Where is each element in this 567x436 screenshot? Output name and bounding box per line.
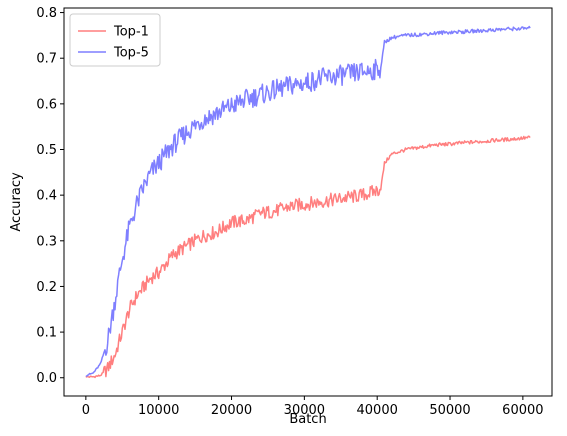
series-line-top-5 xyxy=(85,25,531,378)
x-tick-label: 60000 xyxy=(502,403,543,418)
y-tick-label: 0.5 xyxy=(36,143,57,158)
y-tick-label: 0.7 xyxy=(36,52,57,67)
x-tick-label: 20000 xyxy=(211,403,252,418)
x-tick-label: 50000 xyxy=(429,403,470,418)
y-axis: 0.0 0.1 0.2 0.3 0.4 0.5 0.6 0.7 0.8 xyxy=(36,6,64,386)
y-tick-label: 0.8 xyxy=(36,6,57,21)
axes-frame xyxy=(63,7,553,397)
x-tick-label: 30000 xyxy=(284,403,325,418)
y-axis-label: Accuracy xyxy=(9,172,24,232)
legend-box xyxy=(69,13,161,67)
x-tick-label: 10000 xyxy=(138,403,179,418)
y-tick-label: 0.4 xyxy=(36,189,57,204)
x-tick-label: 0 xyxy=(82,403,90,418)
x-axis: 0 10000 20000 30000 40000 50000 60000 xyxy=(82,396,544,418)
y-tick-label: 0.2 xyxy=(36,280,57,295)
y-tick-label: 0.3 xyxy=(36,234,57,249)
y-tick-label: 0.0 xyxy=(36,371,57,386)
legend-label: Top-1 xyxy=(113,25,149,40)
y-tick-label: 0.1 xyxy=(36,326,57,341)
y-tick-label: 0.6 xyxy=(36,97,57,112)
x-tick-label: 40000 xyxy=(357,403,398,418)
series-layer xyxy=(85,25,531,379)
x-axis-label: Batch xyxy=(289,412,326,427)
series-line-top-1 xyxy=(85,135,531,379)
legend: Top-1 Top-5 xyxy=(69,13,161,67)
legend-label: Top-5 xyxy=(113,46,149,61)
